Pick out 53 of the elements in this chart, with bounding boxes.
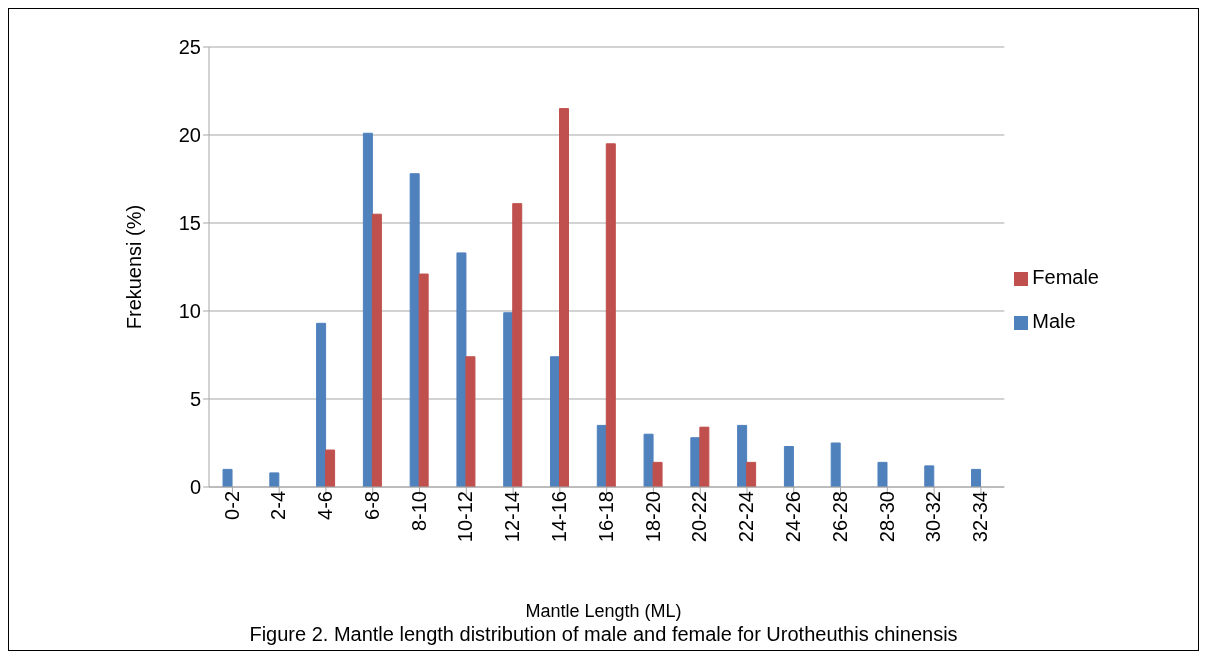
y-tick-label: 25: [178, 36, 201, 59]
y-tick-label: 0: [189, 476, 201, 499]
y-tick-label: 5: [189, 388, 201, 411]
bar: [550, 356, 561, 487]
legend-label: Female: [1032, 266, 1099, 288]
bar: [409, 173, 420, 487]
bar: [316, 322, 327, 487]
x-tick-label: 26-28: [828, 491, 851, 543]
y-tick-label: 10: [178, 300, 201, 323]
y-axis-title: Frekuensi (%): [123, 204, 146, 330]
bar: [456, 252, 467, 487]
x-tick-label: 24-26: [781, 491, 804, 543]
legend-label: Male: [1032, 310, 1076, 332]
x-tick-label: 12-14: [501, 491, 524, 543]
bar: [643, 433, 654, 487]
x-tick-label: 6-8: [360, 491, 383, 520]
bar: [783, 446, 794, 487]
bar: [512, 203, 523, 487]
bar: [737, 424, 748, 487]
x-axis-title: Mantle Length (ML): [524, 601, 683, 622]
bar: [362, 132, 373, 487]
x-tick-label: 18-20: [641, 491, 664, 543]
bar: [418, 273, 429, 487]
bar: [605, 143, 616, 487]
caption: Figure 2. Mantle length distribution of male and female for Urotheuthis chinensis: [248, 623, 959, 646]
bar: [503, 312, 514, 487]
bar: [971, 468, 982, 487]
x-tick-label: 28-30: [875, 491, 898, 543]
x-tick-label: 2-4: [267, 491, 290, 520]
bar: [325, 449, 336, 487]
bar: [746, 461, 757, 487]
bar: [924, 465, 935, 487]
bar: [269, 472, 280, 487]
bar: [465, 356, 476, 487]
x-tick-label: 32-34: [969, 491, 992, 543]
x-tick-label: 4-6: [314, 491, 337, 520]
bar: [830, 442, 841, 487]
x-tick-label: 14-16: [548, 491, 571, 543]
x-tick-label: 8-10: [407, 491, 430, 532]
x-tick-label: 10-12: [454, 491, 477, 543]
bar: [222, 468, 233, 487]
y-tick-label: 20: [178, 124, 201, 147]
bar: [699, 426, 710, 487]
x-tick-label: 16-18: [594, 491, 617, 543]
bar: [652, 461, 663, 487]
x-tick-label: 20-22: [688, 491, 711, 543]
bar: [877, 461, 888, 487]
x-tick-label: 22-24: [735, 491, 758, 543]
bar: [559, 108, 570, 487]
x-tick-label: 0-2: [220, 491, 243, 520]
bar: [371, 213, 382, 487]
x-tick-label: 30-32: [922, 491, 945, 543]
y-tick-label: 15: [178, 212, 201, 235]
